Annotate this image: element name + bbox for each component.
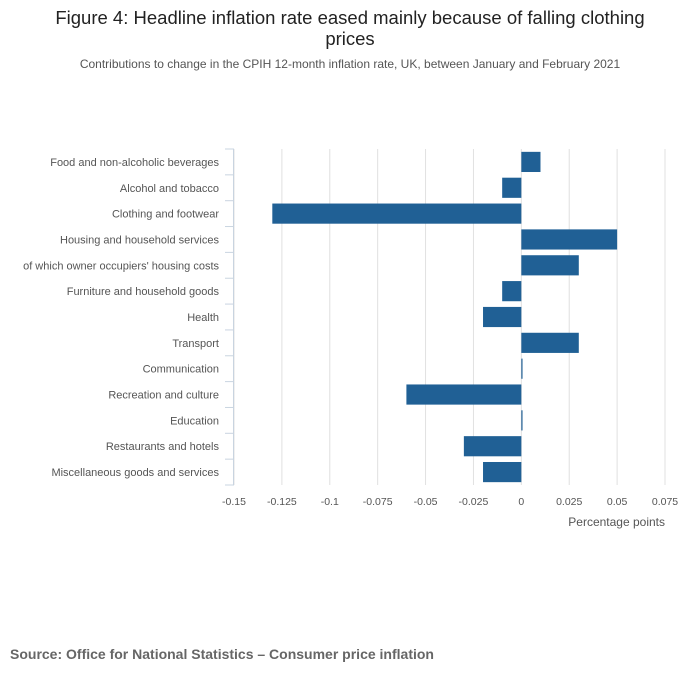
x-tick-label: -0.125 — [267, 496, 297, 508]
bar — [521, 410, 523, 431]
category-labels: Food and non-alcoholic beverages Alcohol … — [23, 157, 219, 479]
bar — [406, 384, 522, 405]
x-tick-label: -0.075 — [363, 496, 393, 508]
x-tick-label: -0.05 — [414, 496, 438, 508]
chart-title: Figure 4: Headline inflation rate eased … — [55, 7, 645, 49]
x-tick-label: -0.15 — [222, 496, 246, 508]
x-tick-label: 0.05 — [607, 496, 628, 508]
gridlines — [225, 148, 666, 486]
bar — [521, 151, 541, 173]
category-label: Housing and household services — [60, 234, 219, 246]
x-tick-label: 0 — [518, 496, 524, 508]
category-label: Restaurants and hotels — [106, 441, 220, 453]
bar — [502, 177, 522, 198]
category-label: Recreation and culture — [108, 390, 219, 402]
category-label: Education — [170, 415, 219, 427]
category-label: Alcohol and tobacco — [120, 183, 219, 195]
bar — [521, 255, 579, 276]
category-label: Clothing and footwear — [112, 209, 219, 221]
x-tick-label: 0.025 — [556, 496, 582, 508]
bar — [483, 306, 522, 328]
bars — [272, 151, 618, 483]
category-label: Miscellaneous goods and services — [51, 467, 219, 479]
bar — [521, 229, 618, 250]
category-label: Transport — [172, 338, 219, 350]
x-tick-label: 0.075 — [652, 496, 678, 508]
bar-chart: Food and non-alcoholic beverages Alcohol … — [23, 148, 678, 529]
bar — [483, 461, 522, 483]
category-label: Food and non-alcoholic beverages — [50, 157, 219, 169]
bar — [521, 332, 579, 353]
category-label: Furniture and household goods — [67, 286, 220, 298]
category-label: of which owner occupiers' housing costs — [23, 260, 219, 272]
bar — [502, 281, 522, 302]
bar — [463, 436, 522, 457]
x-tick-labels: -0.15 -0.125 -0.1 -0.075 -0.05 -0.025 0 0.025 0.… — [222, 496, 678, 508]
category-label: Health — [187, 312, 219, 324]
x-axis-title: Percentage points — [568, 515, 665, 529]
bar — [272, 203, 522, 224]
chart-subtitle: Contributions to change in the CPIH 12-m… — [79, 57, 621, 71]
x-tick-label: -0.025 — [459, 496, 489, 508]
source-note: Source: Office for National Statistics –… — [10, 646, 434, 662]
x-tick-label: -0.1 — [321, 496, 339, 508]
bar — [521, 358, 523, 379]
category-label: Communication — [143, 364, 219, 376]
